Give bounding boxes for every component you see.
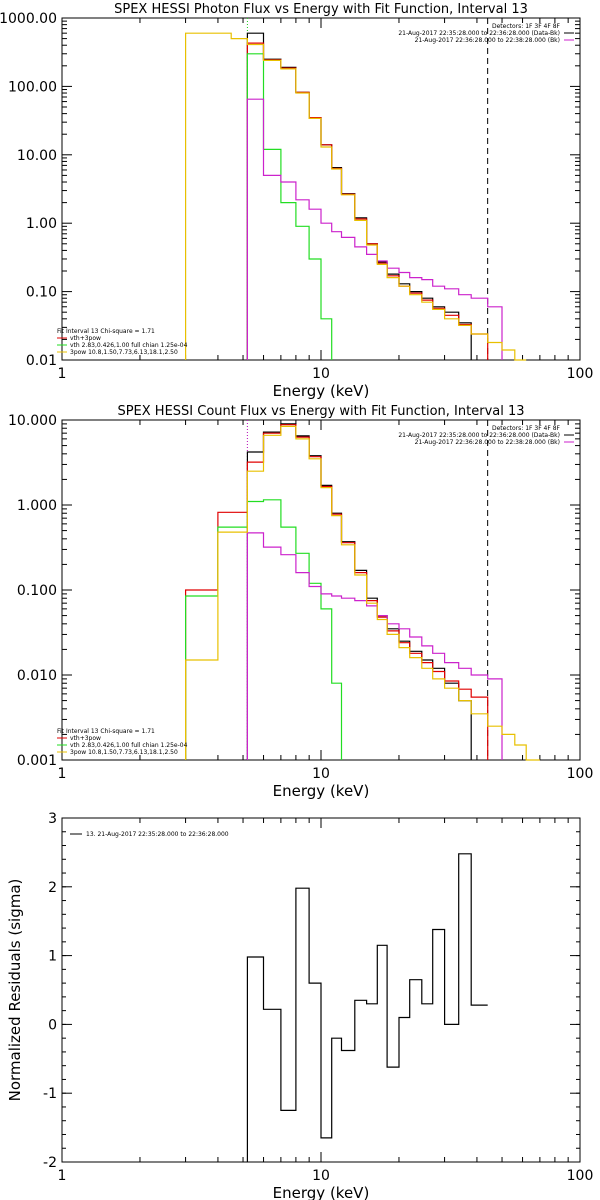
x-tick-label: 1 [58,366,67,382]
x-tick-label: 1 [58,766,67,782]
legend-bottom-entry: vth+3pow [70,335,101,342]
legend-bottom-entry: vth+3pow [70,735,101,742]
x-tick-label: 1 [58,1168,67,1184]
x-tick-label: 100 [567,366,594,382]
y-tick-label: 0 [48,1017,57,1033]
y-tick-label: 0.10 [26,285,57,301]
y-tick-label: 2 [48,880,57,896]
x-axis-label: Energy (keV) [273,782,370,800]
series-4-line [246,532,503,760]
x-tick-label: 100 [567,766,594,782]
legend-top-entry: Detectors: 1F 3F 4F 8F [492,425,561,432]
legend-top-entry: Detectors: 1F 3F 4F 8F [492,23,561,30]
y-tick-label: 1.000 [17,498,57,514]
series-1-line [246,853,488,1162]
x-tick-label: 10 [312,1168,330,1184]
y-tick-label: 0.010 [17,668,57,684]
y-tick-label: 10.000 [8,413,57,429]
y-tick-label: -1 [43,1086,57,1102]
x-tick-label: 10 [312,766,330,782]
y-tick-label: 1.00 [26,216,57,232]
series-4-line [246,98,503,360]
panel-2: SPEX HESSI Count Flux vs Energy with Fit… [8,404,593,800]
y-tick-label: 100.00 [8,79,57,95]
panel-1: SPEX HESSI Photon Flux vs Energy with Fi… [0,2,593,400]
y-tick-label: 1000.00 [0,11,57,27]
y-tick-label: 10.00 [17,148,57,164]
x-axis-label: Energy (keV) [273,382,370,400]
x-axis-label: Energy (keV) [273,1184,370,1200]
legend-bottom-entry: vth 2.83,0.426,1.00 full chian 1.25e-04 [70,742,188,749]
legend-top-entry: 21-Aug-2017 22:35:28.000 to 22:36:28.000… [398,432,560,439]
legend-bottom-entry: vth 2.83,0.426,1.00 full chian 1.25e-04 [70,342,188,349]
y-tick-label: 1 [48,949,57,965]
y-axis-label: Normalized Residuals (sigma) [6,879,24,1102]
x-tick-label: 100 [567,1168,594,1184]
legend-top-entry: 21-Aug-2017 22:36:28.000 to 22:38:28.000… [415,37,560,44]
legend-bottom-entry: Fit Interval 13 Chi-square = 1.71 [57,728,155,735]
y-tick-label: -2 [43,1155,57,1171]
x-tick-label: 10 [312,366,330,382]
legend-bottom-entry: 3pow 10.8,1.50,7.73,6.13,18.1,2.50 [70,349,178,356]
series-2-line [185,424,489,760]
chart-title: SPEX HESSI Count Flux vs Energy with Fit… [117,404,524,419]
legend-bottom-entry: 3pow 10.8,1.50,7.73,6.13,18.1,2.50 [70,749,178,756]
series-5-line [185,425,540,761]
series-3-line [246,53,333,360]
y-tick-label: 0.01 [26,353,57,369]
y-tick-label: 3 [48,811,57,827]
legend-top-entry: 21-Aug-2017 22:35:28.000 to 22:36:28.000… [398,30,560,37]
series-1-line [246,423,472,760]
panel-3: 1 10 100 -2 -1 0 1 2 3 Energy (keV) Normalized Res… [6,811,593,1200]
series-5-line [185,32,527,361]
legend-bottom-entry: Fit Interval 13 Chi-square = 1.71 [57,328,155,335]
legend-top-entry: 13. 21-Aug-2017 22:35:28.000 to 22:36:28… [86,831,229,838]
chart-title: SPEX HESSI Photon Flux vs Energy with Fi… [114,2,528,17]
y-tick-label: 0.001 [17,753,57,769]
y-tick-label: 0.100 [17,583,57,599]
legend-top-entry: 21-Aug-2017 22:36:28.000 to 22:38:28.000… [415,439,560,446]
